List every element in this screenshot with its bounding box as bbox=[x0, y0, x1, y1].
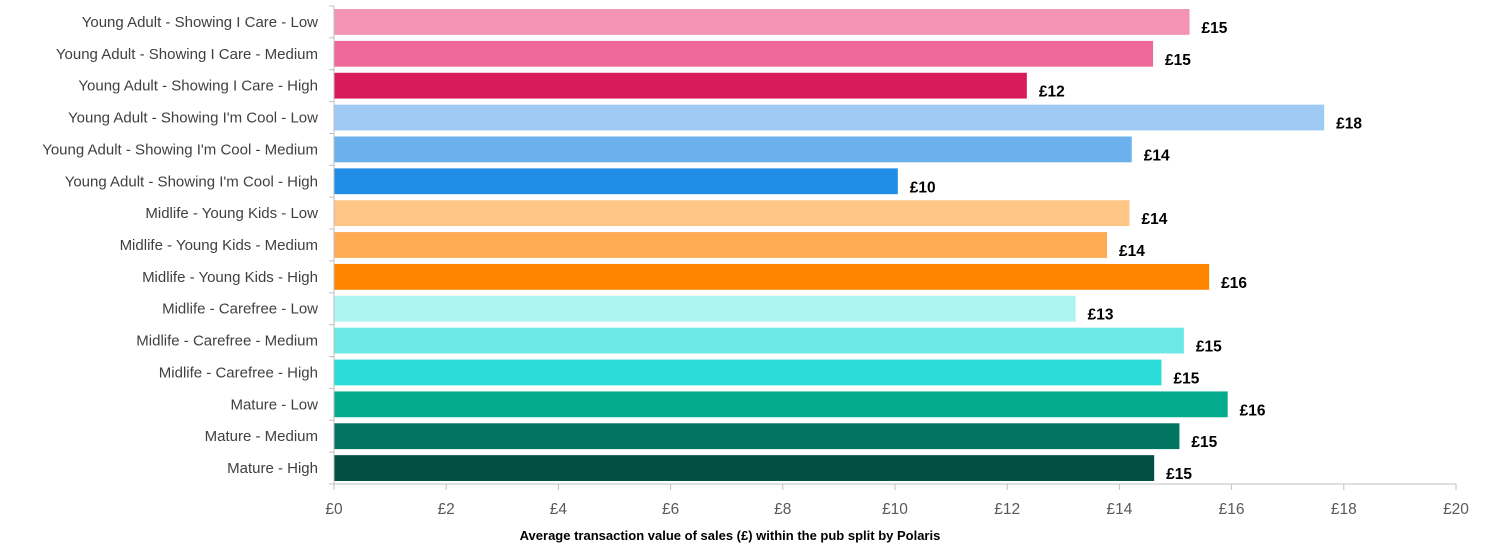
data-label: £14 bbox=[1144, 147, 1170, 164]
data-label: £15 bbox=[1202, 20, 1228, 37]
category-label: Midlife - Carefree - High bbox=[159, 364, 318, 381]
bar bbox=[334, 232, 1108, 258]
data-label: £15 bbox=[1166, 466, 1192, 483]
data-label: £16 bbox=[1221, 275, 1247, 292]
data-label: £13 bbox=[1088, 307, 1114, 324]
x-tick-label: £12 bbox=[994, 501, 1020, 518]
x-tick-label: £4 bbox=[550, 501, 568, 518]
data-label: £10 bbox=[910, 179, 936, 196]
category-label: Young Adult - Showing I'm Cool - Medium bbox=[42, 141, 318, 158]
bar bbox=[334, 295, 1076, 322]
data-label: £16 bbox=[1240, 402, 1266, 419]
bar bbox=[334, 455, 1155, 481]
x-tick-label: £20 bbox=[1443, 501, 1469, 518]
y-ticks-group bbox=[329, 5, 334, 485]
x-tick-label: £18 bbox=[1331, 501, 1357, 518]
x-tick-label: £14 bbox=[1106, 501, 1132, 518]
category-label: Midlife - Young Kids - Medium bbox=[120, 237, 318, 254]
x-axis-title: Average transaction value of sales (£) w… bbox=[520, 528, 941, 543]
bar bbox=[334, 200, 1130, 227]
bar bbox=[334, 136, 1132, 163]
category-label: Midlife - Young Kids - Low bbox=[145, 205, 318, 222]
x-tick-label: £6 bbox=[662, 501, 679, 518]
data-label: £14 bbox=[1119, 243, 1145, 260]
category-label: Midlife - Carefree - Medium bbox=[136, 333, 318, 350]
axes-group: £0 £2 £4 £6 £8 £10 £12 £14 £16 £18 £20 bbox=[325, 5, 1469, 518]
data-label: £15 bbox=[1165, 52, 1191, 69]
data-label: £15 bbox=[1196, 339, 1222, 356]
bar bbox=[334, 423, 1180, 450]
bar bbox=[334, 9, 1190, 35]
x-tick-label: £2 bbox=[438, 501, 455, 518]
category-label: Young Adult - Showing I Care - Low bbox=[82, 14, 318, 31]
bar bbox=[334, 391, 1228, 418]
data-label: £12 bbox=[1039, 84, 1065, 101]
data-label: £18 bbox=[1336, 116, 1362, 133]
bar bbox=[334, 359, 1162, 386]
category-labels-group: Young Adult - Showing I Care - Low Young … bbox=[42, 14, 318, 477]
data-label: £14 bbox=[1142, 211, 1168, 228]
x-tick-label: £16 bbox=[1219, 501, 1245, 518]
data-labels-group: £15 £15 £12 £18 £14 £10 £14 £14 £16 £13 £15 £15 £16 £… bbox=[910, 20, 1363, 483]
category-label: Young Adult - Showing I'm Cool - Low bbox=[68, 110, 318, 127]
category-label: Young Adult - Showing I Care - High bbox=[78, 78, 318, 95]
data-label: £15 bbox=[1173, 370, 1199, 387]
x-tick-label: £8 bbox=[774, 501, 791, 518]
bar bbox=[334, 104, 1325, 131]
x-tick-label: £0 bbox=[325, 501, 343, 518]
category-label: Midlife - Young Kids - High bbox=[142, 269, 318, 286]
bar bbox=[334, 40, 1154, 67]
data-label: £15 bbox=[1191, 434, 1217, 451]
bar bbox=[334, 263, 1210, 290]
bars-group bbox=[334, 9, 1325, 481]
category-label: Young Adult - Showing I'm Cool - High bbox=[65, 173, 318, 190]
bar bbox=[334, 168, 898, 195]
category-label: Mature - Medium bbox=[205, 428, 318, 445]
bar bbox=[334, 72, 1027, 99]
category-label: Mature - High bbox=[227, 460, 318, 477]
category-label: Midlife - Carefree - Low bbox=[162, 301, 318, 318]
category-label: Young Adult - Showing I Care - Medium bbox=[56, 46, 318, 63]
x-tick-label: £10 bbox=[882, 501, 908, 518]
category-label: Mature - Low bbox=[230, 396, 318, 413]
bar bbox=[334, 327, 1184, 354]
x-ticks-group: £0 £2 £4 £6 £8 £10 £12 £14 £16 £18 £20 bbox=[325, 484, 1469, 518]
